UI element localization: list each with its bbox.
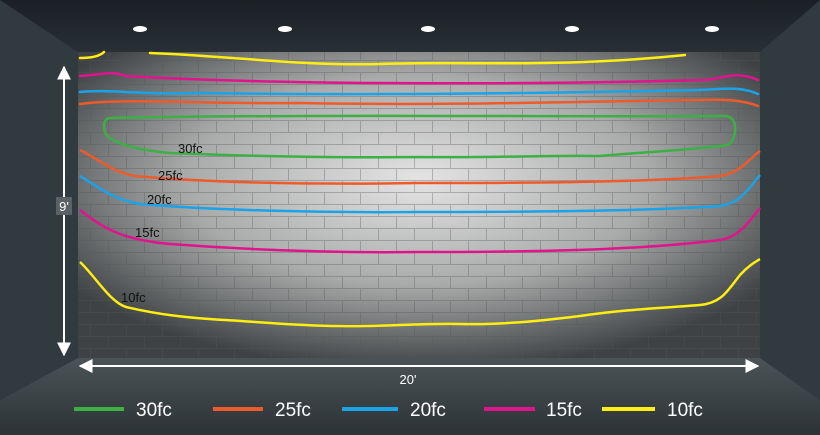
legend-label-25fc: 25fc — [275, 400, 311, 421]
contour-15fc — [79, 207, 761, 254]
height-dimension-label: 9' — [59, 199, 69, 214]
legend-label-30fc: 30fc — [136, 400, 172, 421]
ceiling-light-icon — [565, 26, 579, 32]
contour-25fc — [79, 148, 761, 185]
upper-contour-bands — [78, 50, 760, 108]
ceiling-light-icon — [133, 26, 147, 32]
contour-label-20fc: 20fc — [147, 192, 172, 207]
ceiling-lights — [133, 26, 719, 32]
band-25fc-top — [78, 98, 760, 108]
ceiling — [0, 0, 820, 52]
band-20fc-top — [78, 87, 760, 96]
ceiling-light-icon — [421, 26, 435, 32]
contour-30fc — [102, 114, 737, 159]
contour-label-25fc: 25fc — [158, 168, 183, 183]
height-label-bg — [56, 197, 72, 215]
contour-20fc — [79, 174, 761, 214]
floor — [0, 358, 820, 435]
brick-texture — [78, 52, 760, 358]
band-15fc-top — [78, 71, 760, 85]
ceiling-light-icon — [705, 26, 719, 32]
contour-label-30fc: 30fc — [178, 141, 203, 156]
legend: 30fc 25fc 20fc 15fc 10fc — [74, 400, 703, 421]
contour-label-15fc: 15fc — [135, 225, 160, 240]
band-10fc-top — [78, 50, 687, 66]
contour-label-10fc: 10fc — [121, 290, 146, 305]
legend-label-20fc: 20fc — [410, 400, 446, 421]
contour-10fc — [79, 257, 761, 328]
legend-label-15fc: 15fc — [546, 400, 582, 421]
ceiling-light-icon — [278, 26, 292, 32]
right-side-wall — [760, 0, 820, 400]
legend-label-10fc: 10fc — [667, 400, 703, 421]
width-dimension-label: 20' — [400, 372, 417, 387]
